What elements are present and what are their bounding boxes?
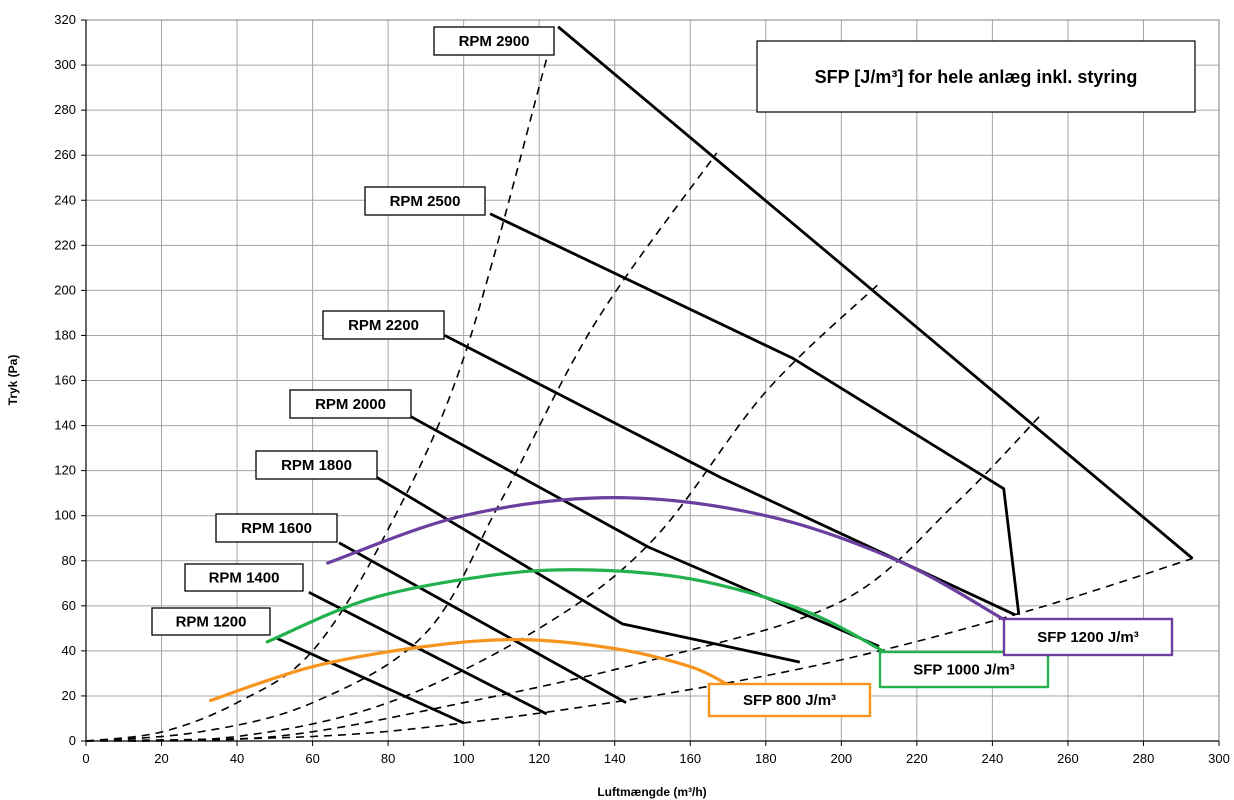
system-curve: [85, 413, 1043, 742]
x-tick-label: 100: [453, 751, 475, 766]
x-tick-label: 240: [982, 751, 1004, 766]
rpm-line: [308, 591, 548, 716]
y-axis-ticks: 0 20 40 60 80 100 120 140 160 180 200 220 240 260 280 3…: [54, 12, 86, 748]
y-tick-label: 160: [54, 373, 76, 388]
sfp-curve: [265, 568, 885, 653]
series-label: SFP 1000 J/m³: [878, 650, 1050, 689]
sfp-curves: [209, 496, 1006, 703]
y-tick-label: 80: [62, 553, 76, 568]
x-tick-label: 80: [381, 751, 395, 766]
series-label-text: SFP 1000 J/m³: [913, 662, 1014, 679]
y-tick-label: 320: [54, 12, 76, 27]
series-label-text: RPM 2900: [459, 33, 530, 50]
sfp-curve: [326, 496, 1006, 621]
y-tick-label: 300: [54, 57, 76, 72]
series-labels: RPM 1200 RPM 1400 RPM 1600 RPM 1800 RPM 2000…: [151, 26, 1174, 718]
sfp-curve: [209, 637, 730, 703]
series-label: RPM 2900: [433, 26, 555, 56]
title-box: SFP [J/m³] for hele anlæg inkl. styring: [756, 40, 1196, 113]
x-tick-label: 180: [755, 751, 777, 766]
series-label-box: [707, 682, 872, 718]
series-label-box: [1002, 617, 1174, 657]
x-axis-title: Luftmængde (m³/h): [597, 785, 706, 799]
y-tick-label: 240: [54, 192, 76, 207]
series-label-text: RPM 1800: [281, 457, 352, 474]
series-label: RPM 2000: [289, 389, 412, 419]
x-tick-label: 280: [1133, 751, 1155, 766]
series-label: RPM 1600: [215, 513, 338, 543]
rpm-line: [338, 541, 627, 704]
x-tick-label: 40: [230, 751, 244, 766]
y-tick-label: 280: [54, 102, 76, 117]
x-tick-label: 120: [528, 751, 550, 766]
series-label-text: SFP 1200 J/m³: [1037, 629, 1138, 646]
x-tick-label: 160: [679, 751, 701, 766]
series-label-box: [364, 186, 486, 216]
y-tick-label: 20: [62, 688, 76, 703]
series-label-box: [433, 26, 555, 56]
x-tick-label: 60: [305, 751, 319, 766]
x-tick-label: 260: [1057, 751, 1079, 766]
series-label-box: [289, 389, 412, 419]
series-label-text: RPM 1600: [241, 520, 312, 537]
system-curve: [85, 283, 880, 742]
rpm-line: [557, 25, 1194, 560]
series-label: SFP 800 J/m³: [707, 682, 872, 718]
y-tick-label: 260: [54, 147, 76, 162]
series-label-text: RPM 2500: [390, 193, 461, 210]
series-label: RPM 1400: [184, 563, 304, 592]
x-tick-label: 220: [906, 751, 928, 766]
y-tick-label: 220: [54, 237, 76, 252]
y-tick-label: 60: [62, 598, 76, 613]
series-label: RPM 2200: [322, 310, 445, 340]
series-label: RPM 2500: [364, 186, 486, 216]
system-curve: [85, 58, 548, 742]
y-tick-label: 100: [54, 508, 76, 523]
x-tick-label: 140: [604, 751, 626, 766]
series-label-text: RPM 2200: [348, 317, 419, 334]
series-label-text: RPM 1200: [176, 614, 247, 631]
x-tick-label: 20: [154, 751, 168, 766]
series-label-box: [322, 310, 445, 340]
system-curve: [85, 557, 1193, 742]
y-tick-label: 120: [54, 463, 76, 478]
rpm-line: [410, 415, 880, 648]
rpm-line: [376, 476, 801, 664]
title-box-frame: [756, 40, 1196, 113]
rpm-line: [274, 636, 465, 725]
y-tick-label: 0: [69, 733, 76, 748]
series-label-text: RPM 1400: [209, 570, 280, 587]
x-tick-label: 0: [82, 751, 89, 766]
rpm-line: [489, 212, 1021, 615]
y-tick-label: 180: [54, 327, 76, 342]
series-label: RPM 1200: [151, 607, 271, 636]
series-label: RPM 1800: [255, 450, 378, 480]
chart-title: SFP [J/m³] for hele anlæg inkl. styring: [815, 67, 1138, 87]
series-label-text: SFP 800 J/m³: [743, 692, 836, 709]
series-label-box: [151, 607, 271, 636]
series-label-box: [184, 563, 304, 592]
series-label: SFP 1200 J/m³: [1002, 617, 1174, 657]
series-label-text: RPM 2000: [315, 396, 386, 413]
system-curves: [85, 58, 1193, 742]
y-axis-title: Tryk (Pa): [6, 355, 20, 406]
series-label-box: [255, 450, 378, 480]
x-tick-label: 300: [1208, 751, 1230, 766]
series-label-box: [215, 513, 338, 543]
x-tick-label: 200: [830, 751, 852, 766]
y-tick-label: 200: [54, 282, 76, 297]
x-axis-ticks: 0 20 40 60 80 100 120 140 160 180 200 220 240 260 280 3…: [82, 741, 1230, 766]
y-tick-label: 140: [54, 418, 76, 433]
y-tick-label: 40: [62, 643, 76, 658]
series-label-box: [878, 650, 1050, 689]
